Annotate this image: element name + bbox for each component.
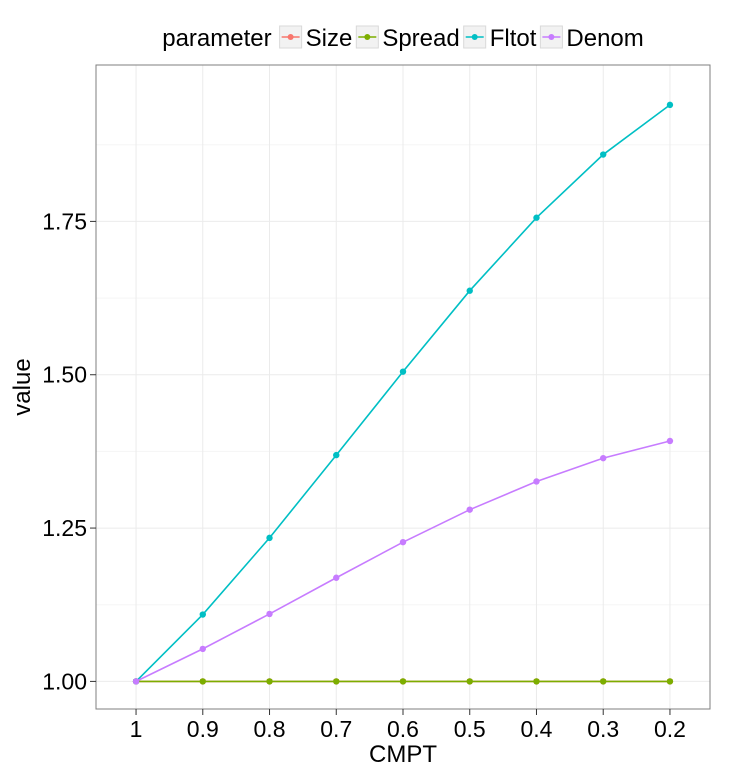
data-point-spread xyxy=(466,678,473,685)
data-point-spread xyxy=(399,678,407,685)
data-point-denom xyxy=(333,574,340,581)
x-tick-label: 0.2 xyxy=(654,716,686,742)
data-point-denom xyxy=(266,610,273,618)
y-tick-label: 1.75 xyxy=(42,208,87,234)
data-point-fltot xyxy=(600,151,607,158)
y-axis-title: value xyxy=(9,358,36,415)
data-point-fltot xyxy=(466,287,473,294)
data-point-spread xyxy=(666,678,674,685)
y-tick-label: 1.00 xyxy=(42,668,87,694)
x-tick-label: 0.8 xyxy=(254,716,286,742)
legend-item-fltot: Fltot xyxy=(463,25,537,52)
legend-key-point xyxy=(548,34,555,40)
series-spread xyxy=(132,678,674,685)
x-tick-label: 0.4 xyxy=(520,716,552,742)
x-tick-label: 0.7 xyxy=(320,716,352,742)
data-point-denom xyxy=(132,678,140,685)
x-tick-label: 1 xyxy=(130,716,143,742)
data-point-denom xyxy=(466,506,473,513)
data-point-spread xyxy=(199,678,206,685)
data-point-fltot xyxy=(333,451,340,459)
data-point-denom xyxy=(666,437,674,445)
series-fltot xyxy=(132,101,674,685)
data-point-denom xyxy=(533,478,540,485)
data-point-spread xyxy=(333,678,340,685)
legend-key-point xyxy=(471,34,478,40)
axes: 1.00 1.25 1.50 1.75 1 0.9 0.8 0.7 0.6 0.5 0.4 0.3 0.… xyxy=(42,208,686,742)
data-point-fltot xyxy=(666,101,674,109)
legend-label: Size xyxy=(306,25,353,52)
data-point-fltot xyxy=(399,368,407,375)
legend-title: parameter xyxy=(162,25,271,52)
data-point-denom xyxy=(600,454,607,462)
grid xyxy=(96,65,710,709)
data-point-fltot xyxy=(266,534,273,542)
data-point-denom xyxy=(199,645,206,653)
data-point-spread xyxy=(600,678,607,685)
legend-key-point xyxy=(287,34,294,40)
legend-item-size: Size xyxy=(279,25,353,52)
x-tick-label: 0.5 xyxy=(454,716,486,742)
y-tick-label: 1.25 xyxy=(42,515,87,541)
legend-label: Fltot xyxy=(490,25,537,52)
x-tick-label: 0.9 xyxy=(187,716,219,742)
x-axis-title: CMPT xyxy=(369,741,437,768)
legend: parameter Size Spread Fltot Denom xyxy=(162,25,644,52)
y-tick-label: 1.50 xyxy=(42,362,87,388)
data-point-fltot xyxy=(199,611,206,618)
data-point-fltot xyxy=(533,214,540,221)
series-layer xyxy=(132,101,674,685)
legend-item-spread: Spread xyxy=(355,25,460,52)
legend-item-denom: Denom xyxy=(539,25,644,52)
x-tick-label: 0.6 xyxy=(387,716,419,742)
data-point-spread xyxy=(266,678,273,685)
x-tick-label: 0.3 xyxy=(587,716,619,742)
series-denom xyxy=(132,437,674,685)
data-point-spread xyxy=(533,678,540,685)
legend-label: Denom xyxy=(566,25,643,52)
data-point-denom xyxy=(399,538,407,546)
legend-key-point xyxy=(364,34,371,40)
legend-label: Spread xyxy=(382,25,459,52)
